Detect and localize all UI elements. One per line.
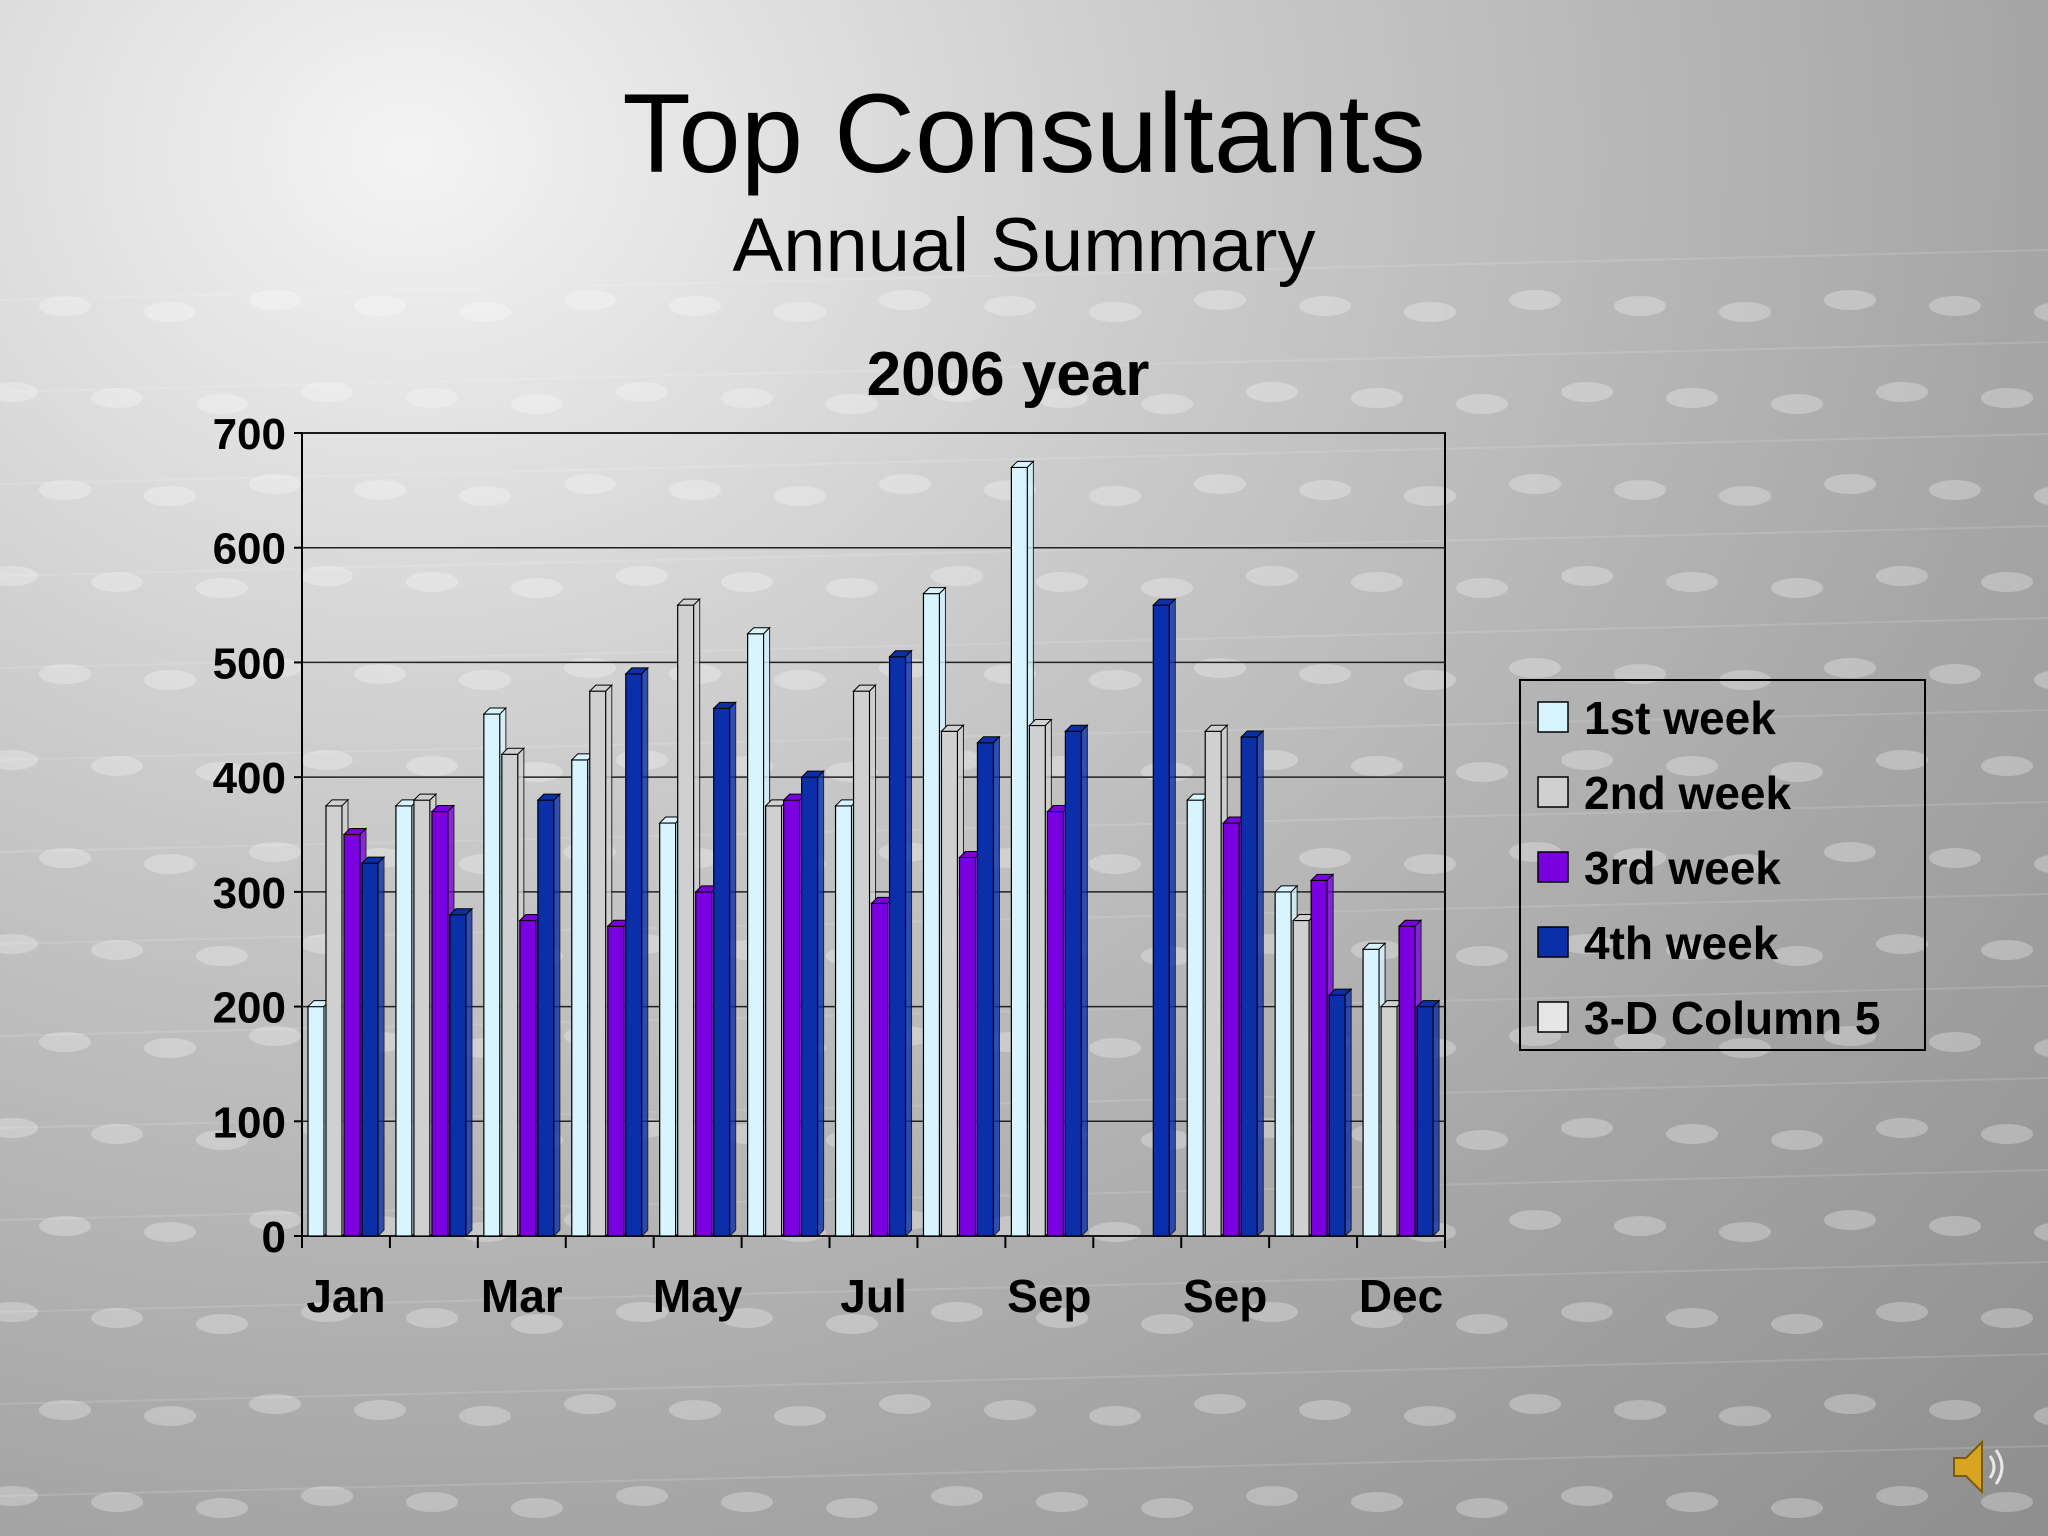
- bar: [1010, 466, 1028, 1237]
- bar: [1380, 1005, 1398, 1237]
- slide-title: Top Consultants: [622, 71, 1426, 196]
- legend-swatch: [1537, 776, 1569, 808]
- bar: [1028, 724, 1046, 1237]
- y-tick-label: 200: [213, 984, 286, 1033]
- legend-swatch: [1537, 701, 1569, 733]
- speaker-icon[interactable]: [1948, 1432, 2008, 1502]
- legend: [1519, 679, 1926, 1051]
- bar: [1240, 736, 1258, 1237]
- bar: [958, 856, 977, 1237]
- bar: [695, 891, 713, 1237]
- bar-side: [465, 907, 473, 1238]
- bar: [343, 833, 361, 1237]
- y-tick-label: 500: [213, 639, 286, 688]
- bar-side: [641, 666, 649, 1238]
- legend-label: 2nd week: [1584, 767, 1792, 819]
- bar: [1362, 948, 1380, 1237]
- legend-swatch: [1537, 1001, 1569, 1033]
- x-tick-label: Dec: [1359, 1270, 1443, 1322]
- bar-side: [992, 735, 1000, 1238]
- bar: [677, 604, 695, 1237]
- bar: [659, 822, 677, 1237]
- bar: [395, 805, 413, 1237]
- bar-side: [817, 769, 825, 1238]
- bar: [501, 753, 519, 1237]
- bar: [922, 592, 941, 1237]
- bar-side: [1168, 597, 1176, 1238]
- bar-side: [905, 649, 913, 1238]
- x-tick-label: Sep: [1183, 1270, 1267, 1322]
- bar: [852, 690, 871, 1237]
- bar: [1416, 1005, 1434, 1237]
- bar: [713, 707, 731, 1237]
- bar: [765, 805, 783, 1237]
- y-tick-label: 400: [213, 754, 286, 803]
- bar: [1064, 730, 1082, 1237]
- legend-label: 3rd week: [1584, 842, 1781, 894]
- slide-subtitle: Annual Summary: [732, 203, 1316, 288]
- bar: [1274, 891, 1292, 1237]
- bar: [834, 805, 853, 1237]
- bar: [1328, 994, 1346, 1237]
- bar: [1204, 730, 1222, 1237]
- bar-side: [1080, 724, 1088, 1238]
- bar-side: [1256, 729, 1264, 1238]
- bar: [747, 633, 765, 1237]
- x-tick-label: Jul: [840, 1270, 906, 1322]
- x-tick-label: Jan: [306, 1270, 385, 1322]
- x-tick-label: May: [653, 1270, 743, 1322]
- bar: [1292, 919, 1310, 1237]
- y-tick-label: 700: [213, 410, 286, 459]
- bar-side: [1344, 987, 1352, 1238]
- bar: [940, 730, 959, 1237]
- y-tick-label: 300: [213, 869, 286, 918]
- bar: [571, 759, 589, 1237]
- bar: [307, 1005, 325, 1237]
- chart-title: 2006 year: [867, 340, 1150, 409]
- bar: [519, 919, 537, 1237]
- bar: [1152, 604, 1170, 1237]
- x-tick-label: Sep: [1007, 1270, 1091, 1322]
- bar: [1222, 822, 1240, 1237]
- legend-label: 4th week: [1584, 917, 1779, 969]
- bar-side: [553, 792, 561, 1238]
- bar: [1186, 799, 1204, 1237]
- bar: [537, 799, 555, 1237]
- bar: [325, 805, 343, 1237]
- bar: [888, 656, 907, 1237]
- legend-label: 1st week: [1584, 692, 1776, 744]
- bar: [801, 776, 819, 1237]
- bar: [361, 862, 379, 1237]
- bar: [589, 690, 607, 1237]
- y-tick-label: 600: [213, 525, 286, 574]
- bar: [1046, 810, 1064, 1237]
- bar-side: [377, 855, 385, 1238]
- x-tick-label: Mar: [481, 1270, 563, 1322]
- bar: [449, 914, 467, 1237]
- bar: [625, 673, 643, 1237]
- bar-side: [729, 701, 737, 1238]
- bar: [1310, 879, 1328, 1237]
- bar-side: [1432, 999, 1440, 1238]
- y-tick-label: 0: [262, 1213, 286, 1262]
- bar: [431, 810, 449, 1237]
- bar: [783, 799, 801, 1237]
- bar: [976, 742, 995, 1237]
- bar: [607, 925, 625, 1237]
- legend-swatch: [1537, 851, 1569, 883]
- y-tick-label: 100: [213, 1098, 286, 1147]
- bar: [870, 902, 889, 1237]
- bar: [413, 799, 431, 1237]
- legend-swatch: [1537, 926, 1569, 958]
- bar: [483, 713, 501, 1237]
- bar: [1398, 925, 1416, 1237]
- legend-label: 3-D Column 5: [1584, 992, 1880, 1044]
